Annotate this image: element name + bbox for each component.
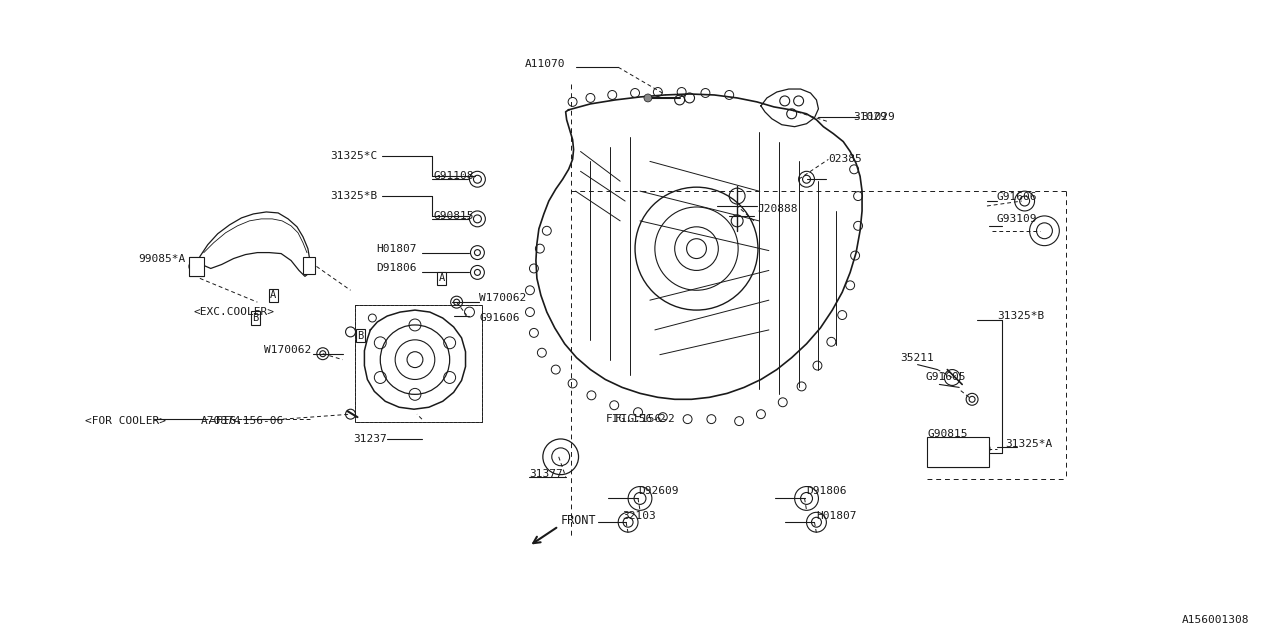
Text: 02385: 02385 (828, 154, 863, 164)
Text: A11070: A11070 (525, 60, 566, 69)
Text: A70874: A70874 (201, 416, 242, 426)
Text: B: B (357, 331, 364, 341)
Bar (928, 437, 989, 467)
Polygon shape (200, 212, 310, 276)
Text: 35211: 35211 (900, 353, 933, 363)
Text: G91108: G91108 (434, 172, 475, 181)
Text: G91606: G91606 (997, 192, 1037, 202)
Text: A: A (439, 273, 445, 284)
Text: G91605: G91605 (925, 372, 966, 383)
Text: <EXC.COOLER>: <EXC.COOLER> (193, 307, 275, 317)
Text: 99085*A: 99085*A (138, 253, 186, 264)
Text: H01807: H01807 (376, 244, 417, 253)
Text: 31325*B: 31325*B (330, 191, 378, 201)
Text: J20888: J20888 (756, 204, 797, 214)
Bar (356, 305, 483, 422)
Bar (303, 257, 315, 275)
Text: D91806: D91806 (806, 486, 847, 495)
Text: FRONT: FRONT (561, 514, 596, 527)
Text: FIG.156-2: FIG.156-2 (605, 414, 666, 424)
Text: 31029: 31029 (861, 112, 895, 122)
Bar (189, 257, 204, 276)
Text: D92609: D92609 (637, 486, 678, 495)
Text: 31325*B: 31325*B (997, 311, 1044, 321)
Text: B: B (252, 313, 259, 323)
Text: 31325*A: 31325*A (1005, 439, 1052, 449)
Text: G90815: G90815 (434, 211, 475, 221)
Text: 31377: 31377 (529, 468, 563, 479)
Text: 31029: 31029 (854, 112, 887, 122)
Text: G90815: G90815 (932, 446, 969, 456)
Text: G91606: G91606 (480, 313, 520, 323)
Text: A156001308: A156001308 (1183, 615, 1249, 625)
Text: FIG.156-2: FIG.156-2 (616, 414, 676, 424)
Text: G93109: G93109 (997, 214, 1037, 224)
Text: D91806: D91806 (376, 264, 417, 273)
Text: <FOR COOLER>: <FOR COOLER> (84, 416, 166, 426)
Text: H01807: H01807 (817, 511, 856, 522)
Bar (356, 305, 483, 422)
Text: G90815: G90815 (928, 429, 968, 439)
Text: A: A (270, 290, 276, 300)
Text: W170062: W170062 (264, 345, 311, 355)
Text: 32103: 32103 (622, 511, 655, 522)
Text: 31325*C: 31325*C (330, 152, 378, 161)
Text: W170062: W170062 (480, 293, 526, 303)
Bar (929, 439, 987, 467)
Circle shape (644, 94, 652, 102)
Text: —FIG.156-06: —FIG.156-06 (209, 416, 283, 426)
Text: 31237: 31237 (353, 434, 388, 444)
